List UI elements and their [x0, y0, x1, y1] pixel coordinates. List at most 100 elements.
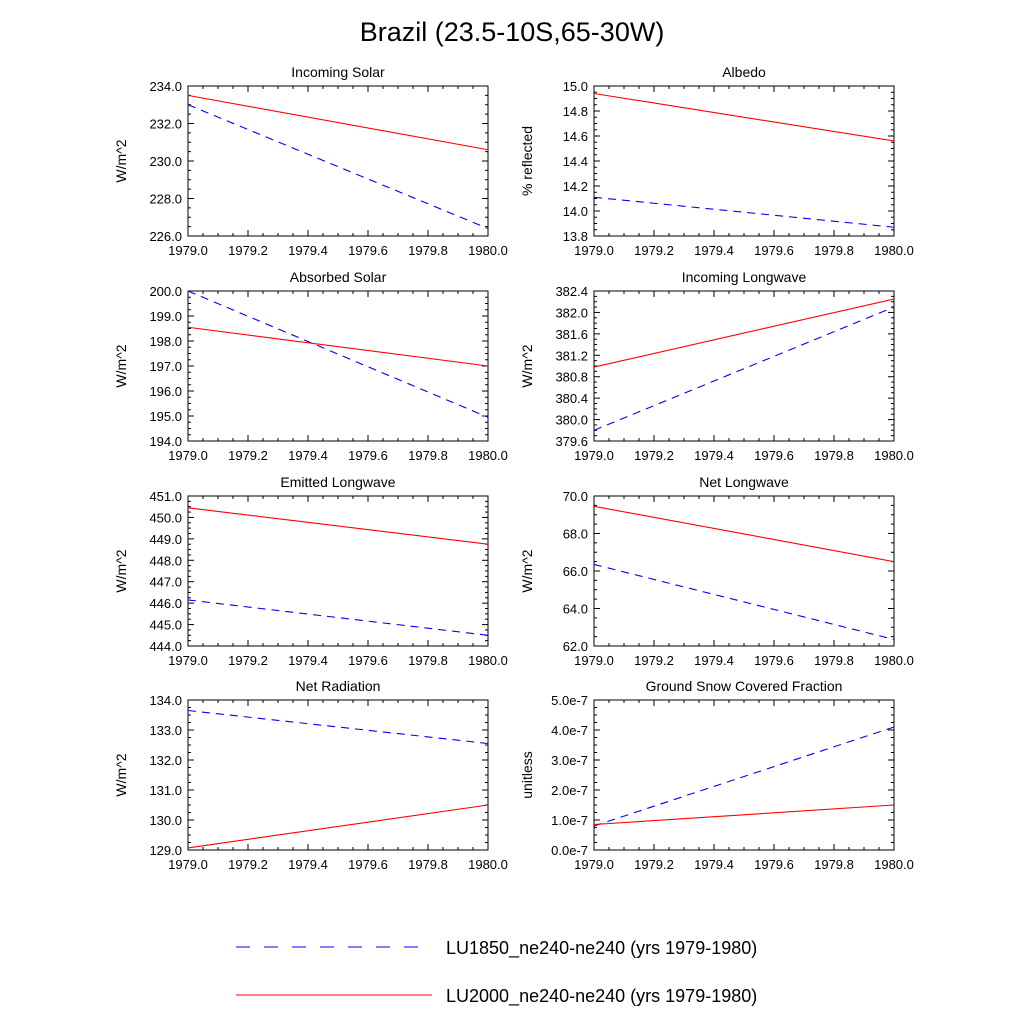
x-tick-label: 1979.6 [754, 653, 794, 668]
x-tick-label: 1979.0 [168, 448, 208, 463]
series-line-lu2000 [593, 804, 895, 826]
y-tick-label: 196.0 [149, 384, 182, 399]
x-tick-label: 1979.0 [574, 653, 614, 668]
x-tick-label: 1979.8 [408, 653, 448, 668]
y-tick-label: 13.8 [563, 229, 588, 244]
x-tick-label: 1980.0 [468, 857, 508, 872]
x-tick-label: 1979.8 [408, 448, 448, 463]
y-tick-label: 379.6 [555, 434, 588, 449]
y-axis-label: W/m^2 [519, 344, 535, 387]
y-tick-label: 133.0 [149, 723, 182, 738]
x-tick-label: 1979.4 [288, 857, 328, 872]
y-tick-label: 450.0 [149, 510, 182, 525]
panel-title: Incoming Longwave [682, 269, 807, 285]
x-tick-label: 1979.2 [634, 448, 674, 463]
x-tick-label: 1979.2 [228, 857, 268, 872]
series-line-lu2000 [593, 298, 895, 368]
panel-title: Absorbed Solar [290, 269, 387, 285]
y-tick-label: 234.0 [149, 79, 182, 94]
y-tick-label: 380.8 [555, 370, 588, 385]
x-tick-label: 1980.0 [874, 448, 914, 463]
x-tick-label: 1979.8 [814, 243, 854, 258]
series-line-lu1850 [187, 709, 489, 745]
y-tick-label: 4.0e-7 [551, 723, 588, 738]
y-tick-label: 445.0 [149, 618, 182, 633]
y-tick-label: 64.0 [563, 602, 588, 617]
y-tick-label: 1.0e-7 [551, 813, 588, 828]
x-tick-label: 1979.6 [348, 857, 388, 872]
y-tick-label: 381.6 [555, 327, 588, 342]
y-tick-label: 62.0 [563, 639, 588, 654]
y-tick-label: 228.0 [149, 192, 182, 207]
plot-frame [593, 290, 895, 442]
series-line-lu2000 [593, 92, 895, 142]
y-axis-label: W/m^2 [113, 753, 129, 796]
legend: LU1850_ne240-ne240 (yrs 1979-1980) LU200… [236, 938, 757, 1007]
y-tick-label: 199.0 [149, 309, 182, 324]
y-tick-label: 380.4 [555, 391, 588, 406]
y-tick-label: 444.0 [149, 639, 182, 654]
x-tick-label: 1979.2 [228, 448, 268, 463]
legend-label-lu1850: LU1850_ne240-ne240 (yrs 1979-1980) [446, 938, 757, 959]
series-line-lu2000 [187, 804, 489, 849]
series-line-lu1850 [187, 599, 489, 636]
y-tick-label: 2.0e-7 [551, 783, 588, 798]
y-tick-label: 447.0 [149, 575, 182, 590]
series-line-lu1850 [187, 290, 489, 418]
x-tick-label: 1979.4 [694, 448, 734, 463]
y-tick-label: 226.0 [149, 229, 182, 244]
x-tick-label: 1979.0 [574, 857, 614, 872]
x-tick-label: 1979.8 [814, 448, 854, 463]
y-tick-label: 68.0 [563, 527, 588, 542]
x-tick-label: 1979.4 [694, 653, 734, 668]
panel-absorbed-solar: Absorbed Solar W/m^2 1979.0 1979.2 1979.4 197… [113, 269, 508, 463]
series-line-lu2000 [187, 507, 489, 545]
y-tick-label: 198.0 [149, 334, 182, 349]
x-tick-label: 1979.2 [634, 857, 674, 872]
x-tick-label: 1980.0 [468, 243, 508, 258]
y-tick-label: 230.0 [149, 154, 182, 169]
x-tick-label: 1979.2 [228, 653, 268, 668]
series-line-lu2000 [187, 94, 489, 151]
figure-title: Brazil (23.5-10S,65-30W) [360, 17, 665, 47]
x-tick-label: 1979.4 [694, 243, 734, 258]
x-tick-label: 1979.4 [288, 243, 328, 258]
y-tick-label: 449.0 [149, 532, 182, 547]
y-tick-label: 381.2 [555, 348, 588, 363]
x-tick-label: 1979.6 [348, 448, 388, 463]
plot-frame [187, 85, 489, 237]
y-tick-label: 382.0 [555, 305, 588, 320]
y-tick-label: 3.0e-7 [551, 753, 588, 768]
y-axis-label: % reflected [519, 126, 535, 196]
y-tick-label: 194.0 [149, 434, 182, 449]
series-line-lu1850 [593, 306, 895, 431]
x-tick-label: 1979.4 [288, 653, 328, 668]
panel-albedo: Albedo % reflected 1979.0 1979.2 1979.4 1979.… [519, 64, 914, 258]
series-line-lu1850 [187, 104, 489, 230]
y-axis-label: W/m^2 [519, 549, 535, 592]
x-tick-label: 1979.4 [694, 857, 734, 872]
y-tick-label: 14.0 [563, 204, 588, 219]
y-tick-label: 70.0 [563, 489, 588, 504]
x-tick-label: 1979.8 [814, 857, 854, 872]
x-tick-label: 1979.2 [228, 243, 268, 258]
x-tick-label: 1979.2 [634, 243, 674, 258]
plot-frame [593, 699, 895, 851]
y-tick-label: 232.0 [149, 117, 182, 132]
panel-title: Albedo [722, 64, 766, 80]
y-tick-label: 14.6 [563, 129, 588, 144]
y-tick-label: 14.4 [563, 154, 588, 169]
y-tick-label: 14.2 [563, 179, 588, 194]
panels: Incoming Solar W/m^2 1979.0 1979.2 1979.4 197… [113, 64, 914, 872]
panel-net-radiation: Net Radiation W/m^2 1979.0 1979.2 1979.4 1979… [113, 678, 508, 872]
y-axis-label: unitless [519, 751, 535, 798]
x-tick-label: 1979.2 [634, 653, 674, 668]
y-tick-label: 448.0 [149, 553, 182, 568]
y-tick-label: 195.0 [149, 409, 182, 424]
y-tick-label: 66.0 [563, 564, 588, 579]
plot-frame [593, 495, 895, 647]
x-tick-label: 1979.6 [348, 653, 388, 668]
x-tick-label: 1979.6 [754, 243, 794, 258]
series-line-lu1850 [593, 563, 895, 640]
